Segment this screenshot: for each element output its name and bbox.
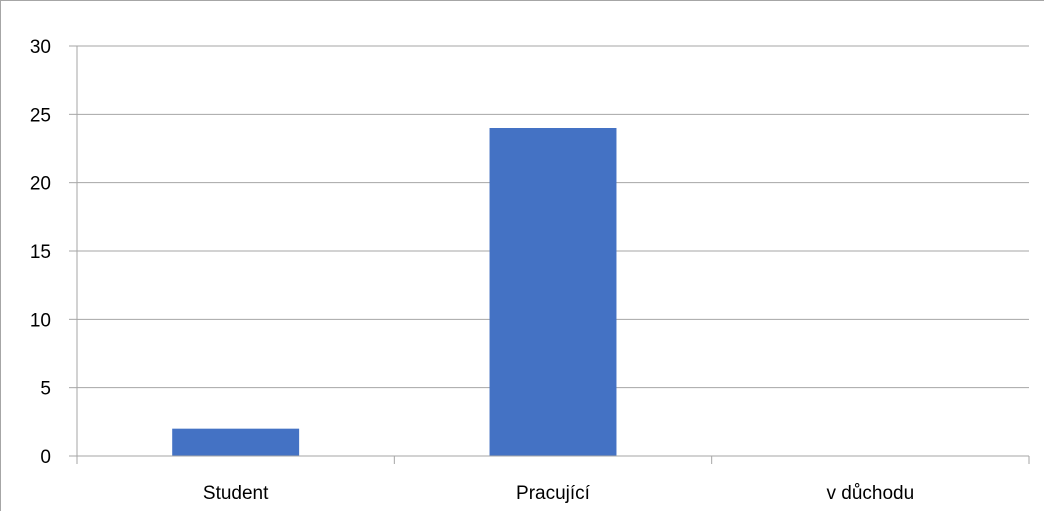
bars — [172, 128, 617, 456]
x-tick-label: Student — [203, 483, 269, 504]
y-tick-label: 25 — [30, 105, 51, 126]
tick-labels: 0 5 10 15 20 25 30 Student Pracující v důchodu — [30, 37, 914, 504]
x-tick-label: v důchodu — [826, 483, 914, 504]
x-tick-label: Pracující — [516, 483, 591, 504]
y-tick-label: 5 — [40, 379, 51, 400]
y-tick-label: 20 — [30, 174, 51, 195]
y-tick-label: 15 — [30, 242, 51, 263]
y-tick-label: 30 — [30, 37, 51, 58]
bar-1 — [489, 128, 617, 456]
y-tick-label: 0 — [40, 447, 51, 468]
axes — [69, 45, 1030, 464]
bar-0 — [172, 428, 300, 456]
y-tick-label: 10 — [30, 310, 51, 331]
